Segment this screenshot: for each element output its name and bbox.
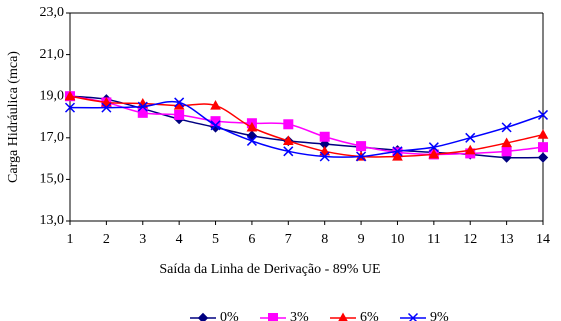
y-tick-label: 17,0	[40, 130, 65, 145]
x-tick-label: 12	[463, 232, 477, 247]
marker	[537, 109, 549, 120]
marker	[538, 142, 548, 153]
marker	[392, 150, 403, 161]
marker	[101, 96, 112, 107]
marker	[246, 130, 258, 141]
marker	[319, 145, 331, 156]
marker	[392, 146, 403, 157]
x-tick-label: 1	[67, 232, 74, 247]
marker	[537, 129, 549, 139]
y-tick-label: 19,0	[40, 88, 65, 103]
y-tick-label: 13,0	[40, 213, 65, 228]
marker	[356, 151, 367, 162]
marker	[319, 151, 330, 162]
legend-marker	[338, 312, 348, 321]
marker	[174, 109, 185, 120]
marker	[64, 102, 76, 113]
marker	[428, 148, 440, 159]
x-tick-label: 11	[427, 232, 440, 247]
x-tick-label: 10	[390, 232, 404, 247]
x-axis-title: Saída da Linha de Derivação - 89% UE	[159, 262, 380, 277]
marker	[464, 144, 476, 155]
y-tick-label: 15,0	[40, 172, 65, 187]
x-tick-label: 14	[536, 232, 550, 247]
legend-label: 6%	[360, 310, 379, 321]
marker	[137, 107, 148, 118]
marker	[282, 135, 294, 146]
marker	[501, 137, 512, 148]
x-tick-label: 4	[176, 232, 183, 247]
legend-label: 3%	[290, 310, 309, 321]
marker	[101, 102, 112, 113]
x-tick-label: 5	[212, 232, 219, 247]
marker	[246, 121, 258, 132]
legend-marker	[197, 312, 209, 321]
x-tick-label: 8	[321, 232, 328, 247]
marker	[246, 135, 257, 146]
marker	[537, 152, 549, 163]
legend-label: 9%	[430, 310, 449, 321]
marker	[64, 90, 76, 101]
marker	[283, 119, 294, 130]
x-tick-label: 13	[500, 232, 514, 247]
y-tick-label: 21,0	[40, 47, 65, 62]
marker	[319, 131, 330, 142]
series-line	[69, 100, 544, 158]
legend-marker	[268, 313, 278, 321]
legend-label: 0%	[220, 310, 239, 321]
marker	[501, 122, 512, 133]
marker	[283, 146, 294, 157]
y-axis-title: Carga Hidráulica (mca)	[6, 51, 21, 183]
marker	[428, 142, 439, 153]
x-tick-label: 6	[248, 232, 255, 247]
x-tick-label: 3	[139, 232, 146, 247]
marker	[210, 120, 221, 131]
y-tick-label: 23,0	[40, 5, 65, 20]
marker	[174, 97, 185, 108]
marker	[501, 146, 512, 157]
x-tick-label: 9	[358, 232, 365, 247]
marker	[465, 132, 476, 143]
marker	[137, 101, 148, 112]
x-tick-label: 7	[285, 232, 292, 247]
marker	[356, 141, 367, 152]
x-tick-label: 2	[103, 232, 110, 247]
marker	[210, 100, 221, 110]
legend-marker	[407, 312, 419, 321]
